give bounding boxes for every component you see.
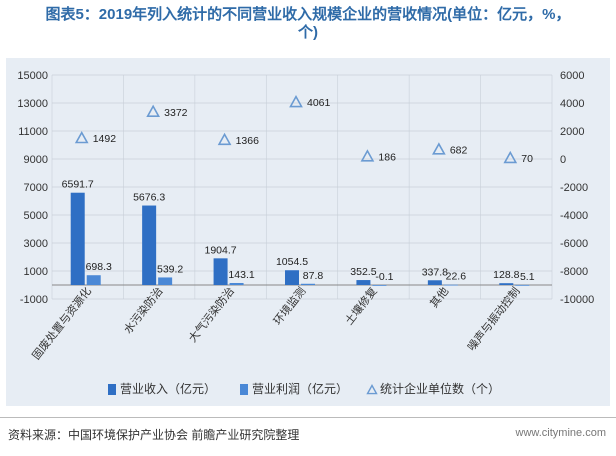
y-right-tick-label: -8000 bbox=[560, 266, 588, 278]
y-right-tick-label: 4000 bbox=[560, 98, 584, 110]
revenue-data-label: 128.8 bbox=[493, 269, 519, 281]
count-data-label: 3372 bbox=[164, 107, 188, 119]
legend-revenue-swatch bbox=[108, 384, 116, 395]
profit-bar bbox=[158, 277, 173, 285]
count-data-label: 1366 bbox=[236, 135, 260, 147]
chart-title-line1: 图表5：2019年列入统计的不同营业收入规模企业的营收情况(单位：亿元，%， bbox=[45, 6, 571, 23]
count-data-label: 186 bbox=[378, 151, 396, 163]
count-marker bbox=[431, 142, 446, 155]
profit-bar bbox=[301, 283, 315, 285]
revenue-bar bbox=[213, 258, 228, 285]
revenue-data-label: 337.8 bbox=[422, 266, 448, 278]
profit-bar bbox=[229, 282, 244, 285]
count-data-label: 4061 bbox=[307, 97, 331, 109]
chart-title: 图表5：2019年列入统计的不同营业收入规模企业的营收情况(单位：亿元，%， 个… bbox=[0, 6, 616, 42]
category-label: 大气污染防治 bbox=[185, 284, 237, 345]
count-marker bbox=[146, 104, 161, 117]
count-data-label: 1492 bbox=[93, 133, 117, 145]
y-right-tick-label: -4000 bbox=[560, 210, 588, 222]
profit-data-label: 87.8 bbox=[303, 270, 324, 282]
count-marker bbox=[289, 94, 303, 108]
count-data-label: 682 bbox=[450, 144, 468, 156]
y-right-tick-label: 0 bbox=[560, 154, 566, 166]
profit-bar bbox=[443, 284, 458, 286]
y-right-tick-label: -6000 bbox=[560, 238, 588, 250]
count-data-label: 70 bbox=[521, 153, 533, 165]
profit-bar bbox=[372, 285, 387, 286]
source-note: 资料来源：中国环境保护产业协会 前瞻产业研究院整理 bbox=[8, 428, 300, 442]
category-label: 环境监测 bbox=[270, 284, 308, 327]
category-label: 噪声与振动控制 bbox=[464, 284, 522, 353]
revenue-bar bbox=[499, 283, 514, 285]
y-left-tick-label: 5000 bbox=[24, 210, 48, 222]
y-right-tick-label: -10000 bbox=[560, 294, 594, 306]
profit-data-label: 5.1 bbox=[520, 271, 535, 283]
profit-data-label: 143.1 bbox=[228, 269, 254, 281]
legend-count-label: 统计企业单位数（个） bbox=[380, 381, 500, 396]
legend-profit-swatch bbox=[240, 384, 248, 395]
profit-data-label: 539.2 bbox=[157, 263, 183, 275]
category-label: 水污染防治 bbox=[121, 284, 166, 336]
y-right-tick-label: -2000 bbox=[560, 182, 588, 194]
profit-bar bbox=[515, 284, 530, 286]
y-left-tick-label: 3000 bbox=[24, 238, 48, 250]
count-marker bbox=[217, 132, 232, 146]
site-watermark: www.citymine.com bbox=[515, 427, 606, 439]
revenue-bar bbox=[70, 192, 85, 285]
profit-data-label: 698.3 bbox=[86, 261, 112, 273]
count-marker bbox=[503, 150, 518, 164]
revenue-bar bbox=[356, 280, 371, 285]
category-label: 土壤修复 bbox=[342, 284, 380, 327]
chart-title-line2: 个) bbox=[298, 24, 318, 41]
footer-divider bbox=[0, 417, 616, 418]
revenue-data-label: 5676.3 bbox=[133, 192, 165, 204]
profit-data-label: 22.6 bbox=[446, 271, 467, 283]
revenue-bar bbox=[427, 280, 442, 285]
y-left-tick-label: 9000 bbox=[24, 154, 48, 166]
y-left-tick-label: 13000 bbox=[17, 98, 48, 110]
y-left-tick-label: 11000 bbox=[18, 126, 48, 138]
profit-data-label: -0.1 bbox=[375, 271, 393, 283]
revenue-data-label: 1054.5 bbox=[276, 256, 308, 268]
y-left-tick-label: -1000 bbox=[20, 294, 48, 306]
y-left-tick-label: 15000 bbox=[17, 70, 48, 82]
plot-background bbox=[6, 58, 610, 406]
y-right-tick-label: 6000 bbox=[560, 70, 584, 82]
category-label: 其他 bbox=[427, 285, 451, 310]
revenue-bar bbox=[142, 205, 157, 285]
count-marker bbox=[360, 149, 375, 162]
legend-revenue-label: 营业收入（亿元） bbox=[120, 381, 216, 396]
legend-profit-label: 营业利润（亿元） bbox=[252, 381, 348, 396]
revenue-data-label: 6591.7 bbox=[62, 179, 94, 191]
revenue-bar bbox=[285, 270, 299, 285]
y-left-tick-label: 1000 bbox=[24, 266, 48, 278]
revenue-data-label: 1904.7 bbox=[205, 244, 237, 256]
y-right-tick-label: 2000 bbox=[560, 126, 584, 138]
legend-count-swatch bbox=[366, 384, 378, 395]
y-left-tick-label: 7000 bbox=[24, 182, 48, 194]
profit-bar bbox=[86, 275, 101, 285]
revenue-data-label: 352.5 bbox=[350, 266, 376, 278]
count-marker bbox=[74, 130, 89, 144]
